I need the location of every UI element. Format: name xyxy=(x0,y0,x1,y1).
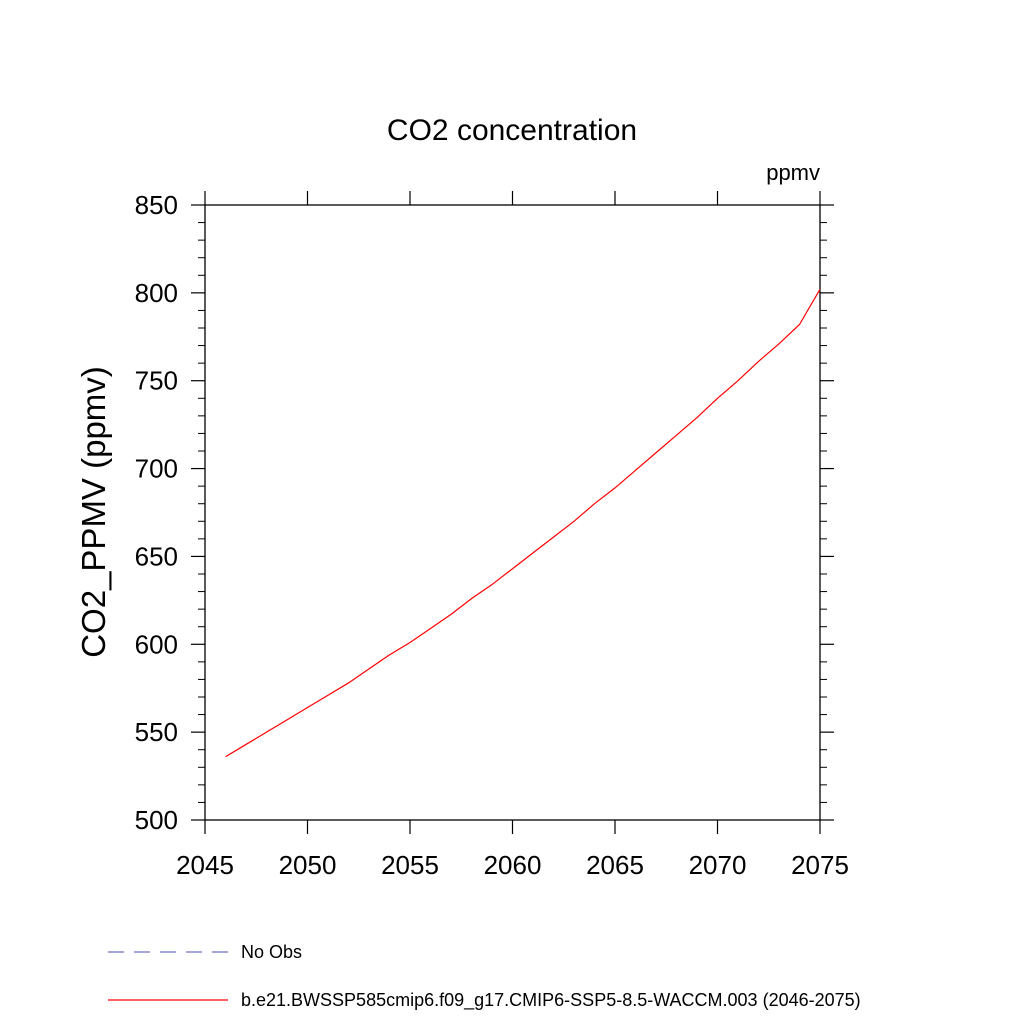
x-tick-label: 2060 xyxy=(484,850,542,880)
legend-label: No Obs xyxy=(241,942,302,962)
y-tick-label: 500 xyxy=(135,805,178,835)
y-axis-label: CO2_PPMV (ppmv) xyxy=(75,366,112,658)
chart-title: CO2 concentration xyxy=(387,114,637,147)
units-label: ppmv xyxy=(766,160,820,185)
y-tick-label: 750 xyxy=(135,366,178,396)
y-tick-label: 800 xyxy=(135,278,178,308)
x-tick-label: 2070 xyxy=(689,850,747,880)
y-tick-label: 600 xyxy=(135,629,178,659)
x-tick-label: 2075 xyxy=(791,850,849,880)
x-tick-label: 2055 xyxy=(381,850,439,880)
series-line xyxy=(225,289,821,758)
plot-frame xyxy=(204,204,821,821)
x-tick-label: 2050 xyxy=(279,850,337,880)
y-tick-label: 550 xyxy=(135,717,178,747)
y-tick-label: 700 xyxy=(135,454,178,484)
y-tick-label: 850 xyxy=(135,190,178,220)
x-tick-label: 2045 xyxy=(176,850,234,880)
y-tick-label: 650 xyxy=(135,541,178,571)
x-tick-label: 2065 xyxy=(586,850,644,880)
legend-label: b.e21.BWSSP585cmip6.f09_g17.CMIP6-SSP5-8… xyxy=(241,990,861,1011)
